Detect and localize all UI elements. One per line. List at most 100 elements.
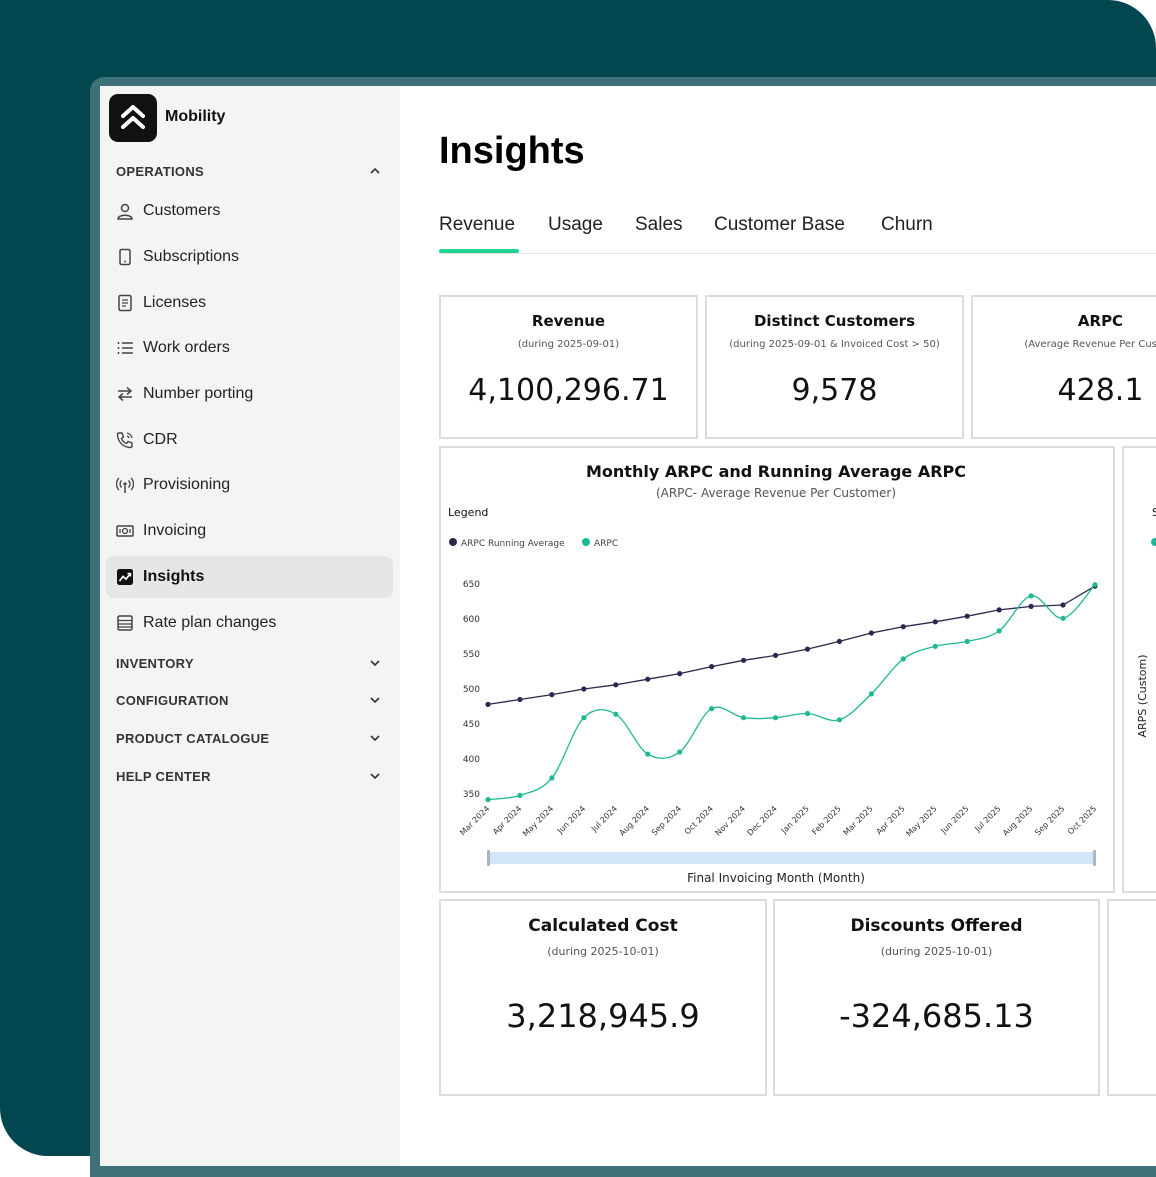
sidebar-item-subscriptions[interactable]: Subscriptions (106, 236, 393, 278)
data-point-arpc[interactable] (1060, 615, 1066, 621)
section-product-catalogue[interactable]: PRODUCT CATALOGUE (116, 731, 270, 746)
x-tick-label: Sep 2025 (1033, 804, 1066, 837)
data-point-arpc[interactable] (900, 656, 906, 662)
data-point-arpc[interactable] (868, 691, 874, 697)
range-slider[interactable] (488, 852, 1095, 864)
tab-churn[interactable]: Churn (881, 214, 933, 235)
data-point-running-average[interactable] (964, 613, 970, 619)
data-point-arpc[interactable] (709, 706, 715, 712)
data-point-running-average[interactable] (581, 686, 587, 692)
sidebar-item-label: Subscriptions (143, 248, 240, 265)
sidebar-item-label: Customers (143, 202, 221, 219)
data-point-arpc[interactable] (932, 643, 938, 649)
chevron-down-icon[interactable] (368, 656, 382, 670)
data-point-arpc[interactable] (836, 717, 843, 723)
x-tick-label: Jan 2025 (779, 804, 811, 836)
x-tick-label: Mar 2024 (458, 804, 491, 837)
sidebar-item-provisioning[interactable]: Provisioning (106, 464, 393, 506)
x-tick-label: Aug 2025 (1001, 804, 1035, 838)
list-icon (117, 342, 133, 354)
data-point-arpc[interactable] (485, 797, 491, 803)
range-slider-handle-right[interactable] (1093, 850, 1096, 866)
app-logo[interactable] (109, 94, 157, 142)
sidebar-item-licenses[interactable]: Licenses (106, 282, 393, 324)
sidebar-item-rate-plan-changes[interactable]: Rate plan changes (106, 602, 393, 644)
data-point-arpc[interactable] (677, 749, 683, 755)
kpi-card-discounts-offered[interactable]: Discounts Offered (during 2025-10-01) -3… (773, 899, 1100, 1096)
kpi-title: Discounts Offered (850, 916, 1023, 936)
x-tick-label: Apr 2024 (491, 804, 523, 836)
sidebar-item-number-porting[interactable]: Number porting (106, 373, 393, 415)
tab-revenue[interactable]: Revenue (439, 214, 516, 235)
range-slider-handle-left[interactable] (487, 850, 490, 866)
data-point-running-average[interactable] (677, 671, 683, 677)
data-point-running-average[interactable] (932, 619, 938, 625)
data-point-arpc[interactable] (996, 628, 1002, 634)
data-point-arpc[interactable] (581, 715, 587, 721)
data-point-arpc[interactable] (1092, 582, 1098, 588)
data-point-running-average[interactable] (517, 696, 523, 703)
kpi-card-revenue[interactable]: Revenue (during 2025-09-01) 4,100,296.71 (439, 295, 698, 439)
data-point-running-average[interactable] (868, 630, 874, 636)
legend-marker-fragment (1151, 538, 1156, 546)
data-point-running-average[interactable] (709, 664, 715, 670)
tab-bar: Revenue Usage Sales Customer Base Churn (439, 212, 1156, 254)
sidebar-item-invoicing[interactable]: Invoicing (106, 510, 393, 552)
data-point-arpc[interactable] (517, 792, 523, 798)
data-point-running-average[interactable] (804, 646, 811, 652)
section-configuration[interactable]: CONFIGURATION (116, 693, 229, 708)
tab-customer-base[interactable]: Customer Base (714, 214, 845, 235)
data-point-running-average[interactable] (549, 692, 555, 698)
data-point-running-average[interactable] (772, 652, 779, 658)
chevron-down-icon[interactable] (368, 693, 382, 707)
data-point-arpc[interactable] (613, 711, 619, 717)
arps-chart-fragment: S ARPS (Custom) (1136, 506, 1156, 738)
sidebar-item-insights[interactable]: Insights (106, 556, 393, 598)
kpi-card-calculated-cost[interactable]: Calculated Cost (during 2025-10-01) 3,21… (439, 899, 767, 1096)
data-point-running-average[interactable] (1028, 603, 1034, 609)
data-point-running-average[interactable] (900, 624, 906, 630)
x-tick-label: Oct 2025 (1066, 804, 1098, 836)
data-point-running-average[interactable] (740, 657, 747, 663)
sidebar: Mobility OPERATIONS Customers Subscriptio… (100, 86, 400, 1166)
kpi-card-partial[interactable] (1107, 899, 1156, 1096)
data-point-running-average[interactable] (1060, 602, 1066, 608)
data-point-arpc[interactable] (1028, 593, 1034, 599)
data-point-running-average[interactable] (613, 682, 619, 688)
data-point-arpc[interactable] (645, 751, 651, 757)
document-icon (118, 294, 132, 312)
legend-label-running-average[interactable]: ARPC Running Average (461, 539, 565, 549)
tab-usage[interactable]: Usage (548, 214, 603, 235)
y-tick-label: 550 (463, 650, 480, 660)
data-point-running-average[interactable] (485, 701, 491, 707)
data-point-arpc[interactable] (964, 638, 970, 644)
data-point-running-average[interactable] (996, 607, 1002, 613)
data-point-running-average[interactable] (645, 676, 651, 682)
x-tick-label: Jul 2025 (972, 804, 1002, 834)
section-operations[interactable]: OPERATIONS (116, 164, 204, 179)
data-point-arpc[interactable] (772, 715, 779, 721)
legend-label-arpc[interactable]: ARPC (594, 539, 618, 549)
sidebar-item-work-orders[interactable]: Work orders (106, 327, 393, 369)
kpi-subtitle: (during 2025-09-01 & Invoiced Cost > 50) (729, 339, 940, 350)
sidebar-item-label: Number porting (143, 385, 254, 402)
tab-sales[interactable]: Sales (635, 214, 683, 235)
kpi-title: Calculated Cost (528, 916, 678, 936)
data-point-arpc[interactable] (740, 715, 747, 721)
y-tick-label: 400 (463, 755, 480, 765)
data-point-running-average[interactable] (836, 638, 843, 644)
kpi-card-distinct-customers[interactable]: Distinct Customers (during 2025-09-01 & … (705, 295, 964, 439)
x-tick-label: Feb 2025 (810, 804, 843, 837)
section-inventory[interactable]: INVENTORY (116, 656, 194, 671)
y-tick-label: 600 (463, 615, 480, 625)
kpi-card-arpc[interactable]: ARPC (Average Revenue Per Custom 428.1 (971, 295, 1156, 439)
sidebar-item-customers[interactable]: Customers (106, 190, 393, 232)
chevron-down-icon[interactable] (368, 731, 382, 745)
kpi-value: 9,578 (791, 373, 878, 408)
chevron-down-icon[interactable] (368, 769, 382, 783)
chevron-up-icon[interactable] (368, 164, 382, 178)
data-point-arpc[interactable] (804, 710, 811, 717)
section-help-center[interactable]: HELP CENTER (116, 769, 211, 784)
data-point-arpc[interactable] (549, 775, 555, 781)
sidebar-item-cdr[interactable]: CDR (106, 419, 393, 461)
